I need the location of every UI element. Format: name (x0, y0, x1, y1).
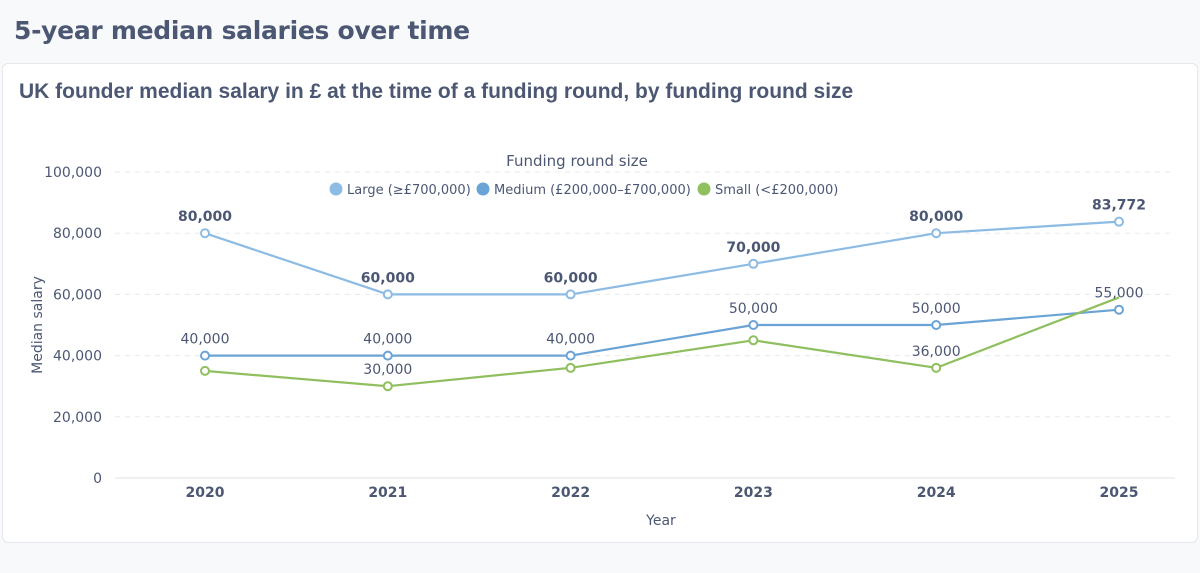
legend-title: Funding round size (506, 152, 648, 170)
data-label: 70,000 (726, 240, 780, 256)
data-label: 50,000 (912, 301, 961, 317)
section-title: 5-year median salaries over time (14, 16, 470, 45)
data-point[interactable] (931, 228, 942, 239)
legend-item[interactable]: Medium (£200,000–£700,000) (476, 182, 691, 199)
data-label: 60,000 (361, 270, 415, 286)
legend-label: Medium (£200,000–£700,000) (494, 183, 691, 198)
data-label: 80,000 (178, 209, 232, 225)
y-tick-label: 80,000 (53, 226, 102, 242)
chart-card: UK founder median salary in £ at the tim… (2, 63, 1198, 543)
gridlines (115, 171, 1175, 479)
legend-swatch (697, 182, 711, 196)
data-label: 40,000 (181, 332, 230, 348)
data-label: 60,000 (544, 270, 598, 286)
data-point[interactable] (382, 350, 393, 361)
chart-title: UK founder median salary in £ at the tim… (19, 80, 854, 103)
data-point[interactable] (382, 289, 393, 300)
y-tick-label: 60,000 (53, 287, 102, 303)
legend-swatch (476, 182, 490, 196)
x-tick-label: 2020 (186, 485, 225, 501)
data-point[interactable] (382, 381, 393, 392)
y-axis-label: Median salary (30, 276, 46, 374)
x-axis-ticks: 2020 2021 2022 2023 2024 2025 (186, 485, 1139, 501)
data-point[interactable] (931, 320, 942, 330)
data-point[interactable] (565, 289, 576, 300)
data-label: 30,000 (363, 362, 412, 378)
data-label: 36,000 (912, 344, 961, 360)
legend: Funding round size Large (≥£700,000) Mediu… (329, 152, 839, 199)
y-axis-ticks: 0 20,000 40,000 60,000 80,000 100,000 (44, 165, 102, 487)
data-point[interactable] (748, 320, 759, 330)
data-point[interactable] (1114, 216, 1124, 227)
series-line-1 (205, 308, 1120, 357)
section-header: 5-year median salaries over time (0, 0, 1200, 62)
data-label: 55,000 (1095, 286, 1144, 302)
series-points (200, 216, 1124, 392)
x-tick-label: 2025 (1100, 485, 1139, 501)
data-point[interactable] (200, 365, 210, 376)
data-label: 40,000 (363, 332, 412, 348)
data-point[interactable] (565, 350, 576, 361)
data-label: 50,000 (729, 301, 778, 317)
data-labels: 80,000 60,000 60,000 70,000 80,000 83,772 40,0… (178, 198, 1146, 379)
x-tick-label: 2022 (551, 485, 590, 501)
legend-label: Small (<£200,000) (715, 183, 838, 198)
y-tick-label: 0 (93, 471, 102, 487)
x-axis-label: Year (645, 513, 676, 529)
series-lines (204, 220, 1120, 388)
legend-item[interactable]: Large (≥£700,000) (329, 182, 471, 199)
data-point[interactable] (1114, 304, 1124, 315)
data-point[interactable] (200, 228, 210, 239)
y-tick-label: 100,000 (44, 165, 102, 181)
data-point[interactable] (565, 362, 576, 373)
legend-item[interactable]: Small (<£200,000) (697, 182, 839, 199)
y-tick-label: 40,000 (53, 349, 102, 365)
data-point[interactable] (748, 335, 759, 346)
x-tick-label: 2021 (368, 485, 407, 501)
data-label: 83,772 (1092, 198, 1146, 214)
data-label: 80,000 (909, 209, 963, 225)
y-tick-label: 20,000 (53, 410, 102, 426)
x-tick-label: 2023 (734, 485, 773, 501)
data-point[interactable] (200, 350, 210, 361)
data-point[interactable] (748, 258, 759, 269)
legend-label: Large (≥£700,000) (347, 183, 471, 198)
legend-swatch (329, 182, 343, 196)
data-point[interactable] (931, 362, 942, 373)
data-label: 40,000 (546, 332, 595, 348)
x-tick-label: 2024 (917, 485, 956, 501)
series-line-2 (204, 296, 1120, 388)
series-line-0 (204, 220, 1120, 296)
